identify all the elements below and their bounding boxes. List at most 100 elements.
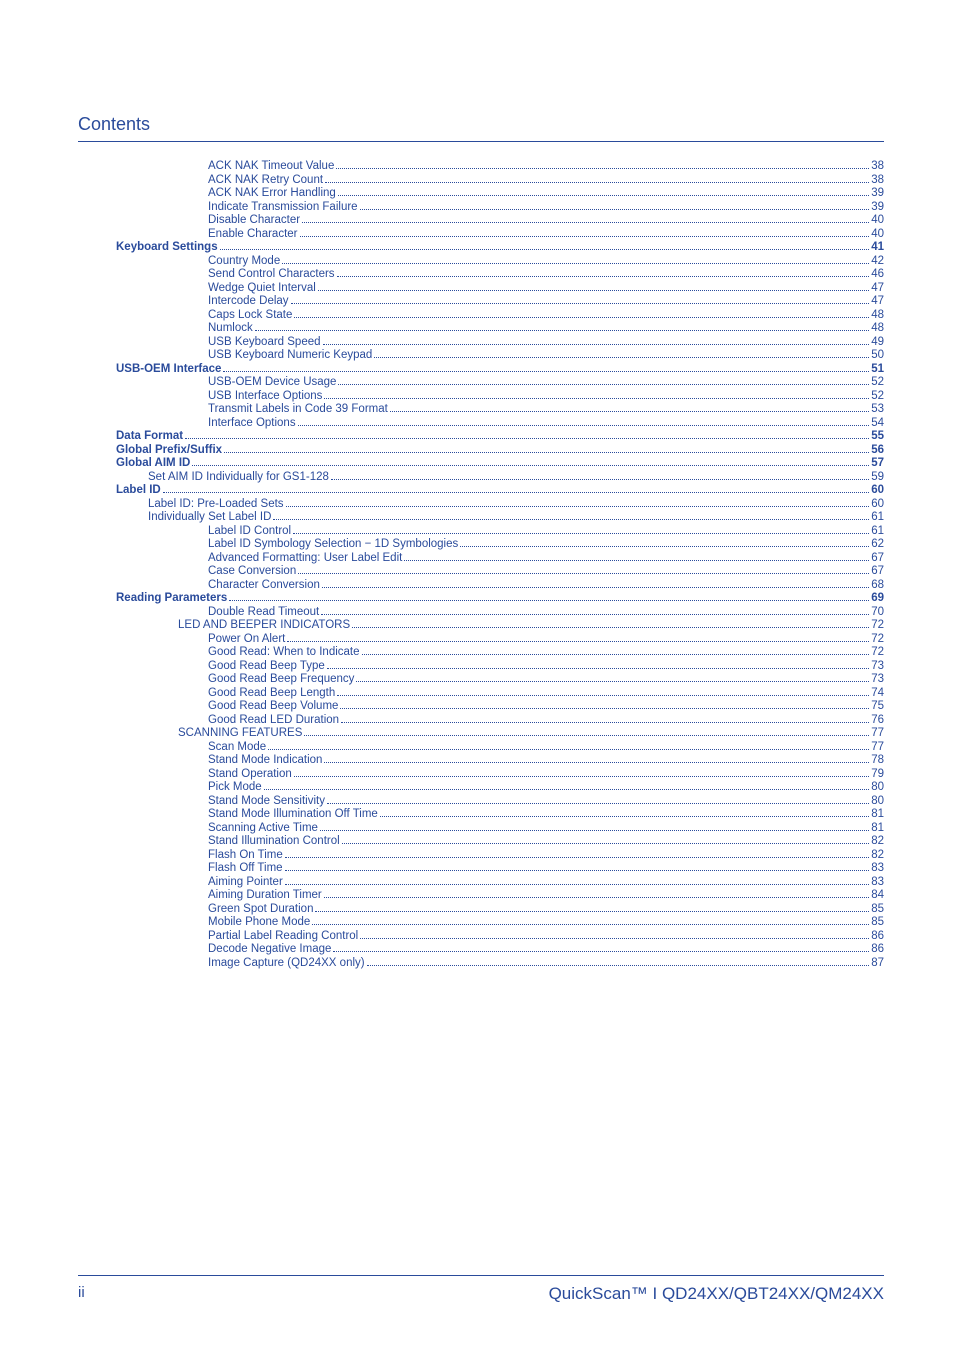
toc-page-number: 80 [871, 782, 884, 794]
toc-label: USB-OEM Interface [116, 364, 221, 376]
toc-label: Disable Character [208, 215, 300, 227]
toc-row[interactable]: Disable Character 40 [78, 214, 884, 228]
toc-row[interactable]: Power On Alert 72 [78, 633, 884, 647]
toc-row[interactable]: Good Read LED Duration 76 [78, 714, 884, 728]
toc-leader-dots [340, 708, 869, 709]
toc-row[interactable]: USB-OEM Device Usage 52 [78, 376, 884, 390]
toc-row[interactable]: Keyboard Settings 41 [78, 241, 884, 255]
toc-row[interactable]: Stand Mode Illumination Off Time 81 [78, 808, 884, 822]
toc-label: Label ID Symbology Selection − 1D Symbol… [208, 539, 458, 551]
toc-page-number: 69 [871, 593, 884, 605]
toc-leader-dots [327, 668, 869, 669]
toc-row[interactable]: USB Keyboard Speed 49 [78, 336, 884, 350]
toc-label: Stand Operation [208, 769, 292, 781]
toc-leader-dots [285, 884, 869, 885]
toc-row[interactable]: Stand Mode Sensitivity 80 [78, 795, 884, 809]
toc-row[interactable]: Flash On Time 82 [78, 849, 884, 863]
toc-row[interactable]: Transmit Labels in Code 39 Format 53 [78, 403, 884, 417]
toc-page-number: 79 [871, 769, 884, 781]
toc-row[interactable]: Label ID 60 [78, 484, 884, 498]
toc-label: Advanced Formatting: User Label Edit [208, 553, 402, 565]
toc-leader-dots [321, 614, 869, 615]
page-title: Contents [78, 114, 884, 135]
toc-label: Global Prefix/Suffix [116, 445, 222, 457]
toc-row[interactable]: Character Conversion 68 [78, 579, 884, 593]
toc-row[interactable]: Stand Operation 79 [78, 768, 884, 782]
toc-label: Good Read Beep Volume [208, 701, 338, 713]
toc-page-number: 68 [871, 580, 884, 592]
toc-leader-dots [318, 290, 869, 291]
toc-leader-dots [285, 870, 870, 871]
toc-row[interactable]: Indicate Transmission Failure 39 [78, 201, 884, 215]
toc-row[interactable]: Data Format 55 [78, 430, 884, 444]
toc-row[interactable]: ACK NAK Timeout Value 38 [78, 160, 884, 174]
toc-row[interactable]: ACK NAK Retry Count 38 [78, 174, 884, 188]
toc-label: Global AIM ID [116, 458, 190, 470]
toc-page-number: 86 [871, 944, 884, 956]
toc-row[interactable]: USB Keyboard Numeric Keypad 50 [78, 349, 884, 363]
toc-leader-dots [342, 843, 870, 844]
toc-row[interactable]: Advanced Formatting: User Label Edit 67 [78, 552, 884, 566]
toc-row[interactable]: Good Read Beep Type 73 [78, 660, 884, 674]
toc-row[interactable]: Label ID Symbology Selection − 1D Symbol… [78, 538, 884, 552]
toc-row[interactable]: Scanning Active Time 81 [78, 822, 884, 836]
toc-row[interactable]: Good Read Beep Volume 75 [78, 700, 884, 714]
toc-row[interactable]: Label ID Control 61 [78, 525, 884, 539]
toc-row[interactable]: Good Read: When to Indicate 72 [78, 646, 884, 660]
toc-row[interactable]: Case Conversion 67 [78, 565, 884, 579]
toc-row[interactable]: Aiming Pointer 83 [78, 876, 884, 890]
toc-page-number: 82 [871, 850, 884, 862]
toc-page-number: 67 [871, 553, 884, 565]
toc-row[interactable]: SCANNING FEATURES 77 [78, 727, 884, 741]
toc-row[interactable]: Stand Mode Indication 78 [78, 754, 884, 768]
toc-row[interactable]: Decode Negative Image 86 [78, 943, 884, 957]
toc-row[interactable]: Numlock 48 [78, 322, 884, 336]
toc-page-number: 61 [871, 526, 884, 538]
toc-leader-dots [327, 803, 869, 804]
toc-row[interactable]: Good Read Beep Frequency 73 [78, 673, 884, 687]
toc-row[interactable]: Wedge Quiet Interval 47 [78, 282, 884, 296]
toc-label: Good Read Beep Length [208, 688, 335, 700]
toc-row[interactable]: LED AND BEEPER INDICATORS 72 [78, 619, 884, 633]
toc-label: Data Format [116, 431, 183, 443]
toc-row[interactable]: Flash Off Time 83 [78, 862, 884, 876]
toc-page-number: 48 [871, 310, 884, 322]
toc-row[interactable]: Enable Character 40 [78, 228, 884, 242]
toc-row[interactable]: Stand Illumination Control 82 [78, 835, 884, 849]
toc-row[interactable]: Aiming Duration Timer 84 [78, 889, 884, 903]
toc-row[interactable]: Reading Parameters 69 [78, 592, 884, 606]
toc-row[interactable]: ACK NAK Error Handling 39 [78, 187, 884, 201]
toc-row[interactable]: Interface Options 54 [78, 417, 884, 431]
toc-leader-dots [282, 263, 869, 264]
toc-row[interactable]: Mobile Phone Mode 85 [78, 916, 884, 930]
toc-row[interactable]: USB Interface Options 52 [78, 390, 884, 404]
toc-page-number: 60 [871, 485, 884, 497]
toc-row[interactable]: Global Prefix/Suffix 56 [78, 444, 884, 458]
toc-row[interactable]: Send Control Characters 46 [78, 268, 884, 282]
toc-row[interactable]: Label ID: Pre-Loaded Sets 60 [78, 498, 884, 512]
toc-row[interactable]: Caps Lock State 48 [78, 309, 884, 323]
toc-row[interactable]: Good Read Beep Length 74 [78, 687, 884, 701]
toc-leader-dots [404, 560, 869, 561]
product-name: QuickScan™ I QD24XX/QBT24XX/QM24XX [549, 1284, 884, 1304]
toc-leader-dots [352, 627, 869, 628]
toc-page-number: 62 [871, 539, 884, 551]
toc-row[interactable]: Scan Mode 77 [78, 741, 884, 755]
toc-label: Flash Off Time [208, 863, 283, 875]
toc-row[interactable]: Partial Label Reading Control 86 [78, 930, 884, 944]
toc-row[interactable]: Green Spot Duration 85 [78, 903, 884, 917]
toc-row[interactable]: Individually Set Label ID 61 [78, 511, 884, 525]
toc-leader-dots [331, 479, 869, 480]
toc-row[interactable]: Country Mode 42 [78, 255, 884, 269]
footer: ii QuickScan™ I QD24XX/QBT24XX/QM24XX [78, 1284, 884, 1304]
toc-row[interactable]: Set AIM ID Individually for GS1-128 59 [78, 471, 884, 485]
toc-row[interactable]: Global AIM ID 57 [78, 457, 884, 471]
toc-row[interactable]: Pick Mode 80 [78, 781, 884, 795]
toc-row[interactable]: Image Capture (QD24XX only) 87 [78, 957, 884, 971]
toc-row[interactable]: USB-OEM Interface 51 [78, 363, 884, 377]
toc-page-number: 72 [871, 647, 884, 659]
toc-label: Stand Illumination Control [208, 836, 340, 848]
toc-label: Reading Parameters [116, 593, 227, 605]
toc-row[interactable]: Intercode Delay 47 [78, 295, 884, 309]
toc-row[interactable]: Double Read Timeout 70 [78, 606, 884, 620]
